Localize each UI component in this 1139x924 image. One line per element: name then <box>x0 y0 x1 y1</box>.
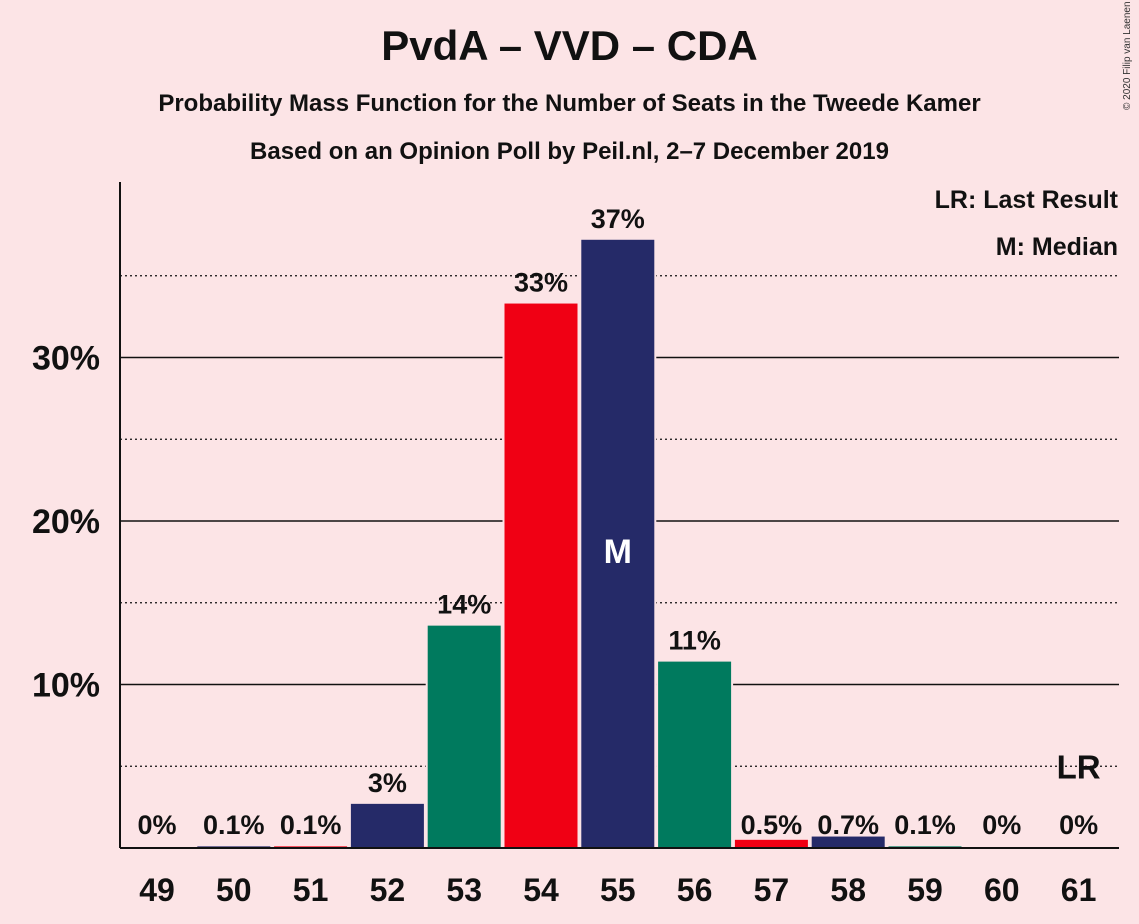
x-tick-label: 55 <box>600 872 636 908</box>
y-tick-label: 10% <box>32 667 100 705</box>
bar-value-label: 0.1% <box>280 810 342 840</box>
bar-value-label: 33% <box>514 268 568 298</box>
x-tick-label: 57 <box>754 872 790 908</box>
bar-value-label: 0.1% <box>203 810 265 840</box>
x-tick-label: 59 <box>907 872 943 908</box>
x-tick-label: 49 <box>139 872 175 908</box>
bar-value-label: 0% <box>1059 810 1098 840</box>
x-tick-label: 60 <box>984 872 1020 908</box>
bar-layer <box>195 237 964 848</box>
bar-halo <box>272 844 350 848</box>
bar <box>658 661 732 848</box>
y-tick-label: 20% <box>32 503 100 541</box>
bar-value-label: 0.5% <box>741 810 803 840</box>
bar-halo <box>886 844 964 848</box>
x-tick-label: 54 <box>523 872 559 908</box>
bar-value-label: 0.1% <box>894 810 956 840</box>
bar <box>734 839 808 848</box>
bar <box>504 303 578 848</box>
bar-halo <box>195 844 273 848</box>
x-tick-label: 53 <box>446 872 482 908</box>
x-tick-label: 52 <box>370 872 406 908</box>
bar-value-label: 0% <box>982 810 1021 840</box>
bar <box>581 239 655 848</box>
bar <box>350 803 424 848</box>
bar-value-label: 0% <box>137 810 176 840</box>
bar-value-label: 11% <box>668 626 721 656</box>
bar <box>811 836 885 848</box>
bar-value-label: 37% <box>591 204 645 234</box>
last-result-marker: LR <box>1057 748 1101 785</box>
bar <box>427 625 501 848</box>
bar-value-label: 14% <box>437 590 491 620</box>
x-tick-label: 61 <box>1061 872 1097 908</box>
x-tick-label: 58 <box>830 872 866 908</box>
chart-caption: Based on an Opinion Poll by Peil.nl, 2–7… <box>250 138 889 165</box>
legend-median: M: Median <box>995 233 1118 261</box>
x-tick-label: 50 <box>216 872 252 908</box>
bar-value-label: 3% <box>368 768 407 798</box>
axis-layer: 10% 20% 30% 49 50 51 52 53 54 55 56 57 58 59 60 61 <box>32 182 1119 908</box>
legend-last-result: LR: Last Result <box>934 186 1118 214</box>
bar-value-label: 0.7% <box>817 810 879 840</box>
label-layer: 0% 0.1% 0.1% 3% 14% 33% 37% M 11% 0.5% 0.7% 0.1% 0% 0… <box>137 204 1100 840</box>
chart-title: PvdA – VVD – CDA <box>381 22 758 69</box>
x-tick-label: 56 <box>677 872 713 908</box>
x-tick-label: 51 <box>293 872 329 908</box>
y-tick-label: 30% <box>32 340 100 378</box>
median-marker: M <box>604 533 632 571</box>
chart-subtitle: Probability Mass Function for the Number… <box>158 90 981 117</box>
